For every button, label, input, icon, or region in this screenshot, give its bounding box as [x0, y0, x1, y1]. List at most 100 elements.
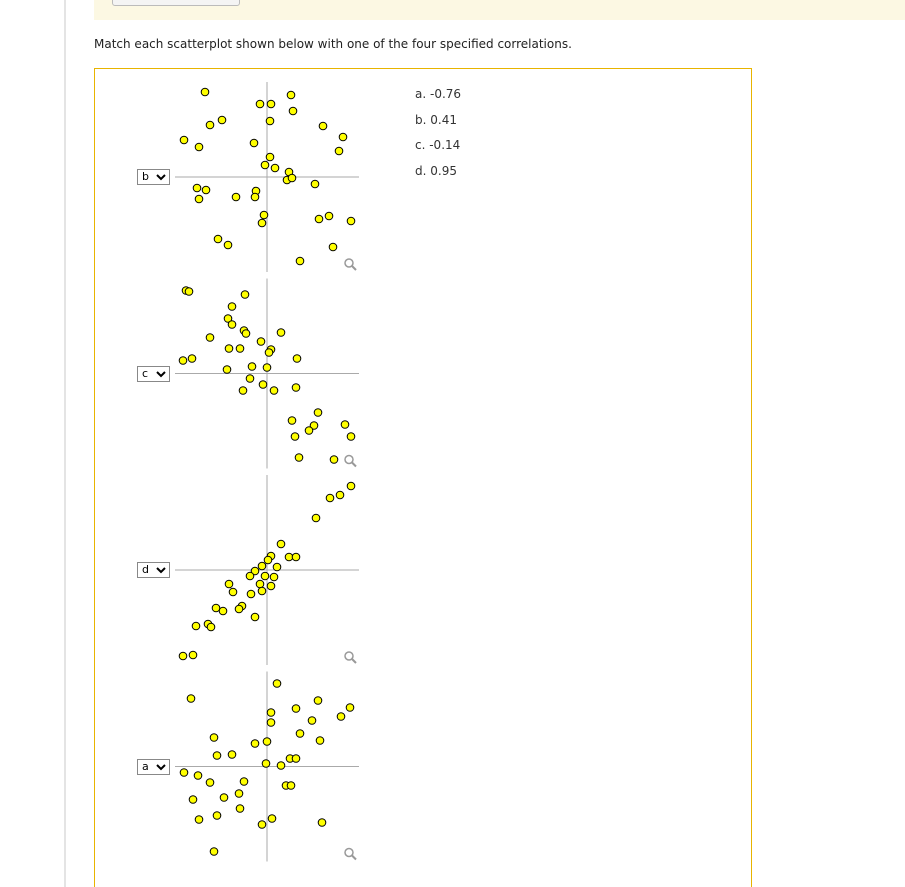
answer-option: a. -0.76: [415, 87, 462, 101]
scatter-point: [250, 739, 260, 748]
scatter-point: [186, 694, 196, 703]
scatter-point: [260, 160, 270, 170]
scatter-point: [194, 194, 204, 204]
scatter-point: [314, 214, 324, 224]
zoom-handle: [351, 658, 357, 664]
scatter-point: [258, 380, 268, 389]
zoom-lens: [344, 651, 354, 661]
scatter-point: [262, 363, 272, 372]
scatter-point: [335, 490, 345, 500]
scatter-point: [222, 365, 232, 374]
scatter-point: [234, 604, 244, 614]
dropdown-value: b: [142, 170, 149, 183]
answer-dropdown[interactable]: d: [137, 562, 170, 578]
zoom-icon[interactable]: [344, 847, 357, 861]
scatter-point: [291, 383, 301, 392]
answer-dropdown[interactable]: a: [137, 758, 170, 775]
scatter-point: [227, 302, 237, 311]
scatter-point: [263, 555, 273, 565]
scatter-point: [334, 146, 344, 156]
scatter-point: [212, 751, 222, 760]
sidebar-border: [64, 0, 66, 887]
answer-dropdown[interactable]: c: [137, 365, 170, 382]
scatter-point: [311, 513, 321, 523]
scatter-point: [295, 256, 305, 266]
dropdown-value: d: [142, 563, 149, 576]
scatter-point: [338, 132, 348, 142]
scatter-point: [260, 571, 270, 581]
scatter-point: [346, 216, 356, 226]
scatter-point: [209, 733, 219, 742]
scatter-point: [200, 87, 210, 97]
zoom-lens: [344, 258, 354, 268]
scatter-point: [291, 552, 301, 562]
button[interactable]: [112, 0, 240, 6]
scatter-point: [286, 781, 296, 790]
scatter-point: [188, 795, 198, 804]
scatter-point: [257, 218, 267, 228]
scatter-point: [255, 99, 265, 109]
scatter-point: [234, 789, 244, 798]
banner: [94, 0, 905, 20]
scatter-point: [307, 716, 317, 725]
scatter-point: [212, 811, 222, 820]
scatter-point: [256, 337, 266, 346]
scatter-point: [291, 754, 301, 763]
scatter-point: [255, 579, 265, 589]
scatter-point: [179, 135, 189, 145]
question-box: [94, 68, 752, 887]
scatter-point: [191, 621, 201, 631]
zoom-icon[interactable]: [344, 258, 357, 271]
zoom-icon[interactable]: [344, 454, 357, 468]
scatter-point: [272, 562, 282, 572]
scatter-point: [325, 493, 335, 503]
zoom-icon[interactable]: [344, 651, 357, 664]
scatter-point: [192, 183, 202, 193]
scatter-point: [276, 328, 286, 337]
scatter-point: [288, 106, 298, 116]
dropdown-value: a: [142, 759, 149, 773]
scatter-point: [265, 152, 275, 162]
scatter-point: [224, 579, 234, 589]
scatter-point: [318, 121, 328, 131]
scatter-point: [257, 561, 267, 571]
scatter-point: [194, 815, 204, 824]
scatter-point: [238, 386, 248, 395]
scatter-point: [294, 453, 304, 462]
scatter-point: [213, 234, 223, 244]
scatter-point: [227, 320, 237, 329]
scatter-point: [261, 759, 271, 768]
scatter-point: [265, 116, 275, 126]
chevron: [156, 763, 166, 770]
scatter-point: [224, 344, 234, 353]
scatter-point: [247, 362, 257, 371]
scatter-point: [239, 777, 249, 786]
scatter-point: [266, 718, 276, 727]
scatter-point: [235, 344, 245, 353]
scatter-point: [209, 847, 219, 856]
scatter-point: [269, 572, 279, 582]
scatter-point: [235, 804, 245, 813]
scatter-point: [217, 115, 227, 125]
scatter-point: [219, 793, 229, 802]
scatter-point: [310, 179, 320, 189]
scatter-point: [206, 622, 216, 632]
scatter-point: [227, 750, 237, 759]
scatter-point: [317, 818, 327, 827]
scatter-point: [194, 142, 204, 152]
scatter-point: [346, 481, 356, 491]
scatter-point: [287, 173, 297, 183]
scatter-point: [179, 768, 189, 777]
scatter-point: [201, 185, 211, 195]
scatter-point: [257, 820, 267, 829]
answer-dropdown[interactable]: b: [137, 169, 170, 185]
scatter-point: [178, 651, 188, 661]
scatter-point: [211, 603, 221, 613]
chevron-path: [156, 763, 166, 770]
chevron: [156, 567, 166, 574]
scatter-point: [245, 374, 255, 383]
scatter-point: [267, 814, 277, 823]
scatter-point: [284, 552, 294, 562]
scatter-point: [259, 210, 269, 220]
